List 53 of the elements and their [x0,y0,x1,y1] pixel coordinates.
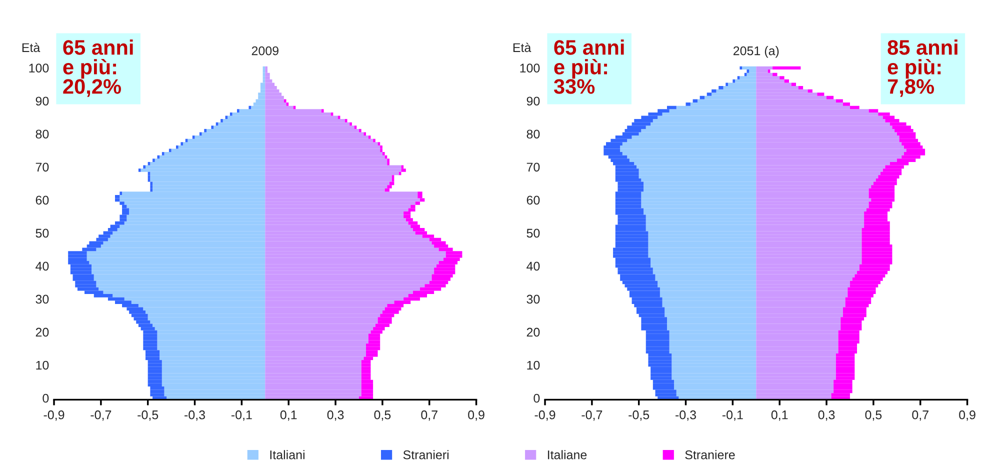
x-tick-label: -0,3 [676,410,696,421]
legend-label: Italiani [270,450,304,460]
annotation: 65 anni e più: 20,2% [63,40,133,97]
y-axis-title: Età [22,42,40,52]
y-tick-label: 100 [520,64,540,73]
y-tick-label: 50 [526,228,540,238]
chart-title: 2051 (a) [733,46,779,58]
y-tick-label: 70 [526,162,540,172]
y-tick-label: 70 [36,162,49,172]
y-tick-label: 60 [526,196,540,205]
y-tick-label: 20 [526,328,540,337]
y-tick-label: 90 [36,96,49,106]
y-tick-label: 60 [36,196,49,205]
x-tick-label: -0,3 [184,410,205,421]
x-tick-label: 0,1 [280,410,297,421]
y-tick-label: 90 [526,96,540,106]
legend-label: Straniere [685,450,735,460]
x-tick-label: 0,3 [818,410,835,421]
y-tick-label: 0 [534,394,540,403]
x-tick-label: 0,5 [374,410,391,421]
y-tick-label: 100 [29,64,49,73]
annotation: 65 anni e più: 33% [554,40,624,94]
x-tick-label: 0,5 [865,410,882,421]
x-tick-label: -0,7 [90,410,112,421]
y-tick-label: 80 [526,130,540,139]
y-tick-label: 10 [36,360,49,370]
y-axis-title: Età [513,42,532,52]
x-tick-label: -0,9 [534,410,556,421]
x-tick-label: -0,1 [231,410,252,421]
y-tick-label: 0 [42,394,49,403]
x-tick-label: 0,9 [468,410,484,421]
x-tick-label: -0,9 [44,410,64,421]
x-tick-label: -0,5 [628,410,650,421]
x-tick-label: 0,3 [327,410,344,421]
y-tick-label: 40 [36,262,49,271]
annotation: 85 anni e più: 7,8% [888,40,958,97]
x-tick-label: 0,7 [912,410,928,421]
y-tick-label: 20 [36,328,49,337]
x-tick-label: 0,9 [959,410,976,421]
y-tick-label: 30 [36,294,49,304]
y-tick-label: 10 [527,360,540,370]
y-tick-label: 40 [526,262,540,271]
legend-label: Italiane [548,450,587,460]
x-tick-label: 0,1 [771,410,788,421]
chart-title: 2009 [252,46,278,56]
x-tick-label: -0,1 [722,410,743,421]
x-tick-label: 0,7 [421,410,438,421]
x-tick-label: -0,7 [582,410,602,421]
x-tick-label: -0,5 [138,410,158,421]
y-tick-label: 80 [36,130,49,139]
legend-label: Stranieri [403,450,448,460]
y-tick-label: 30 [526,294,540,304]
y-tick-label: 50 [36,228,49,238]
